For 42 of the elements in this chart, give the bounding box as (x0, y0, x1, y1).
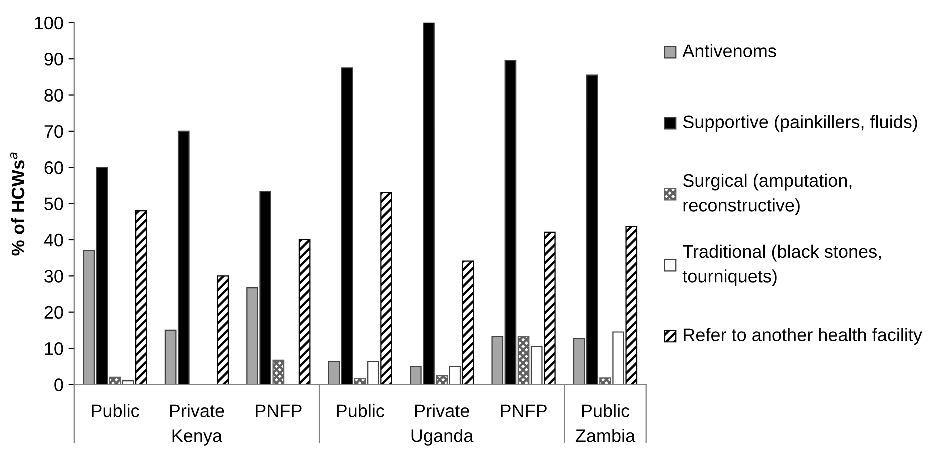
legend-label: Antivenoms (682, 44, 776, 58)
bar (298, 239, 311, 385)
x-tick-label: Public (92, 404, 140, 418)
y-tick-label: 40 (44, 234, 64, 247)
y-tick-label: 50 (44, 198, 64, 211)
legend-label: Traditional (black stones, tourniquets) (682, 244, 882, 286)
y-tick-label: 100 (35, 16, 64, 30)
bar (600, 378, 612, 385)
x-tick-label: Private (170, 404, 224, 418)
y-tick-label: 80 (44, 89, 64, 102)
y-tick-label: 0 (54, 378, 64, 392)
y-tick-label: 20 (44, 306, 64, 320)
bar (436, 375, 448, 385)
y-tick-label: 30 (44, 270, 64, 283)
bar (135, 210, 148, 385)
y-tick-label: 60 (44, 162, 64, 174)
bar (217, 276, 230, 385)
x-tick-label: Private (415, 404, 470, 418)
y-tick-label: 70 (44, 125, 64, 138)
bar (612, 332, 624, 385)
bar (272, 360, 285, 385)
text: Uganda (412, 429, 474, 446)
y-tick-label: 10 (45, 342, 64, 356)
bar (462, 260, 474, 385)
legend-label: Refer to another health facility (684, 328, 922, 346)
bar (449, 366, 462, 385)
bar (530, 346, 543, 385)
x-tick-label: Public (582, 404, 630, 418)
legend-label: Surgical (amputation, reconstructive) (683, 174, 852, 216)
bar (544, 232, 556, 385)
text: Zambia (576, 429, 636, 442)
x-tick-label: PNFP (256, 404, 302, 418)
legend-label: Supportive (painkillers, fluids) (683, 115, 918, 132)
bar (368, 361, 380, 385)
y-tick-label: 90 (44, 53, 64, 66)
bar (626, 226, 638, 385)
x-tick-label: PNFP (501, 404, 547, 418)
y-axis-title: % of HCWs$^{a}$ (10, 152, 25, 256)
bar (518, 336, 530, 385)
bar (380, 192, 392, 385)
text: Kenya (172, 430, 223, 446)
x-tick-label: Public (337, 404, 384, 418)
